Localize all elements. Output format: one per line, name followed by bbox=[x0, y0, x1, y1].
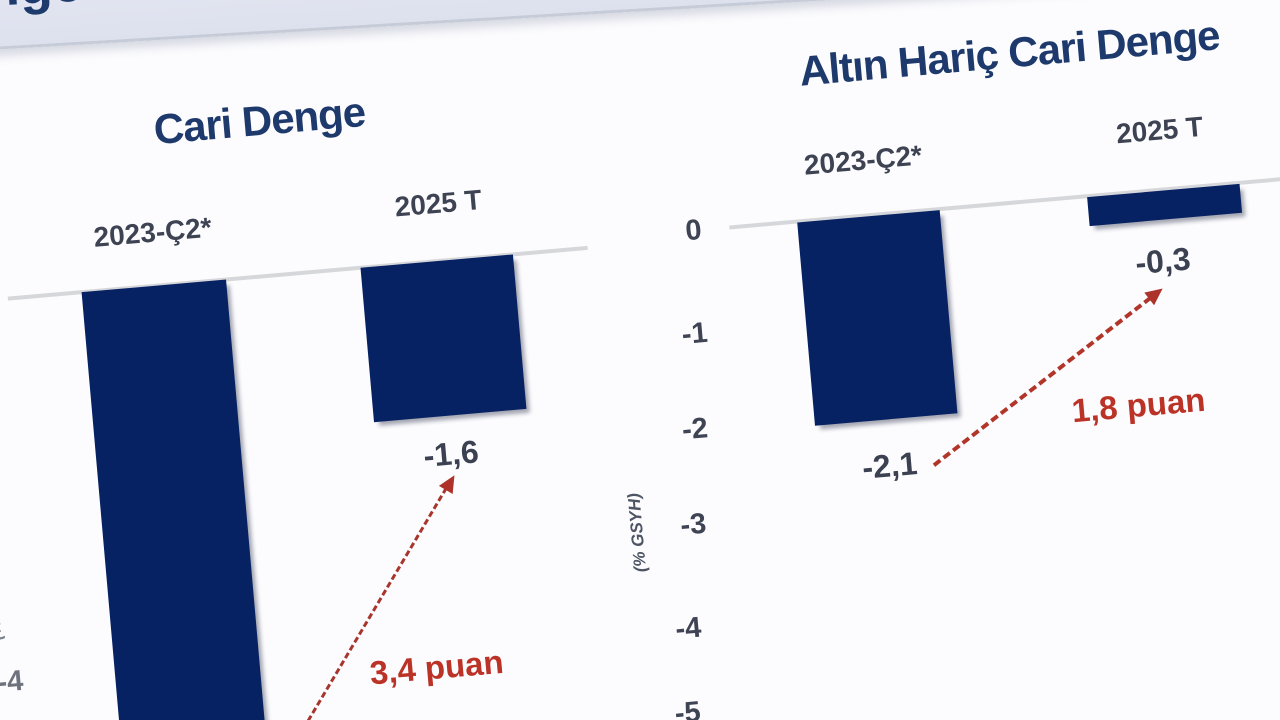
category-label-2025-right: 2025 T bbox=[1114, 110, 1205, 150]
value-label-minus-1-6: -1,6 bbox=[421, 433, 481, 474]
annotation-3-4-puan: 3,4 puan bbox=[368, 642, 505, 692]
y-axis-tick-minus1: -1 bbox=[680, 316, 709, 351]
chart-title-altin-haric: Altın Hariç Cari Denge bbox=[797, 11, 1222, 95]
bar-2023-altin-haric bbox=[797, 210, 958, 426]
y-axis-label-left-clipped: (% GSYH) bbox=[0, 560, 6, 642]
annotation-1-8-puan: 1,8 puan bbox=[1070, 380, 1207, 430]
y-axis-tick-minus4: -4 bbox=[674, 611, 703, 646]
arrowhead-icon bbox=[1144, 282, 1168, 306]
arrowhead-icon bbox=[438, 471, 462, 494]
y-axis-label-gsyh: (% GSYH) bbox=[624, 491, 651, 573]
y-axis-tick-minus5: -5 bbox=[673, 695, 702, 720]
value-label-minus-2-1: -2,1 bbox=[860, 445, 919, 486]
category-label-2023-right: 2023-Ç2* bbox=[802, 139, 924, 181]
bar-2025-altin-haric bbox=[1087, 183, 1243, 227]
value-label-minus-0-3: -0,3 bbox=[1133, 240, 1192, 282]
bar-2025-cari-denge bbox=[360, 254, 527, 423]
improvement-arrow-right bbox=[932, 282, 1168, 467]
chart-title-cari-denge: Cari Denge bbox=[151, 87, 367, 154]
y-axis-tick-minus2: -2 bbox=[680, 412, 710, 447]
bar-2023-cari-denge bbox=[81, 279, 269, 720]
clipped-slide-title-fragment: nge bbox=[0, 0, 84, 19]
category-label-2025-left: 2025 T bbox=[393, 184, 483, 223]
category-label-2023-left: 2023-Ç2* bbox=[92, 211, 213, 253]
y-axis-tick-0: 0 bbox=[684, 213, 703, 248]
